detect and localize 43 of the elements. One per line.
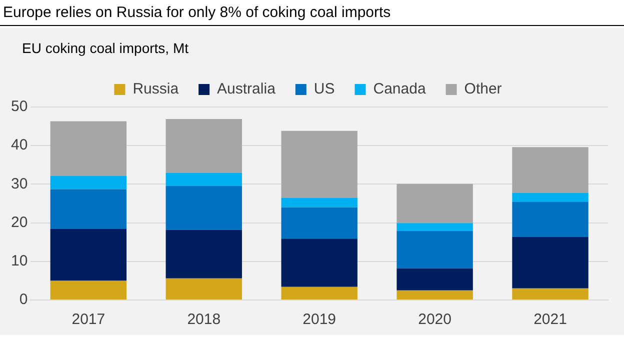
bar: [50, 280, 127, 300]
bar: [512, 202, 588, 237]
bar: [50, 121, 127, 176]
bar: [166, 230, 242, 278]
bar: [396, 184, 473, 224]
bar: [512, 236, 588, 288]
bar: [166, 186, 242, 230]
bar: [396, 290, 473, 300]
x-tick-label: 2017: [72, 311, 106, 328]
x-tick-label: 2018: [187, 311, 221, 328]
legend-label: Canada: [373, 80, 426, 98]
bar: [281, 238, 358, 287]
bar: [50, 176, 127, 190]
bar: [396, 268, 473, 290]
y-tick-label: 0: [19, 291, 28, 308]
bar: [281, 286, 358, 300]
x-tick-label: 2021: [534, 311, 567, 328]
bar: [512, 288, 588, 300]
legend-label: US: [314, 80, 335, 98]
chart-title: Europe relies on Russia for only 8% of coking coal imports: [3, 4, 391, 21]
bar: [50, 228, 127, 281]
y-tick-label: 50: [10, 98, 28, 116]
bar: [281, 130, 358, 198]
bar: [396, 230, 473, 268]
legend-label: Russia: [132, 80, 180, 98]
x-tick-label: 2019: [302, 311, 336, 328]
bar: [396, 223, 473, 231]
legend-label: Australia: [217, 80, 276, 98]
x-tick-label: 2020: [418, 311, 452, 328]
bar: [512, 192, 588, 202]
bar: [166, 118, 242, 174]
y-tick-label: 40: [10, 136, 28, 154]
bar: [50, 189, 127, 229]
y-tick-label: 20: [10, 214, 28, 231]
bar: [512, 147, 588, 193]
y-tick-label: 10: [10, 252, 28, 270]
legend-label: Other: [464, 80, 502, 98]
bar: [166, 278, 242, 300]
y-tick-label: 30: [10, 175, 28, 192]
bar: [166, 173, 242, 186]
bar: [281, 207, 358, 239]
chart-subtitle: EU coking coal imports, Mt: [22, 40, 188, 56]
bar: [281, 198, 358, 208]
